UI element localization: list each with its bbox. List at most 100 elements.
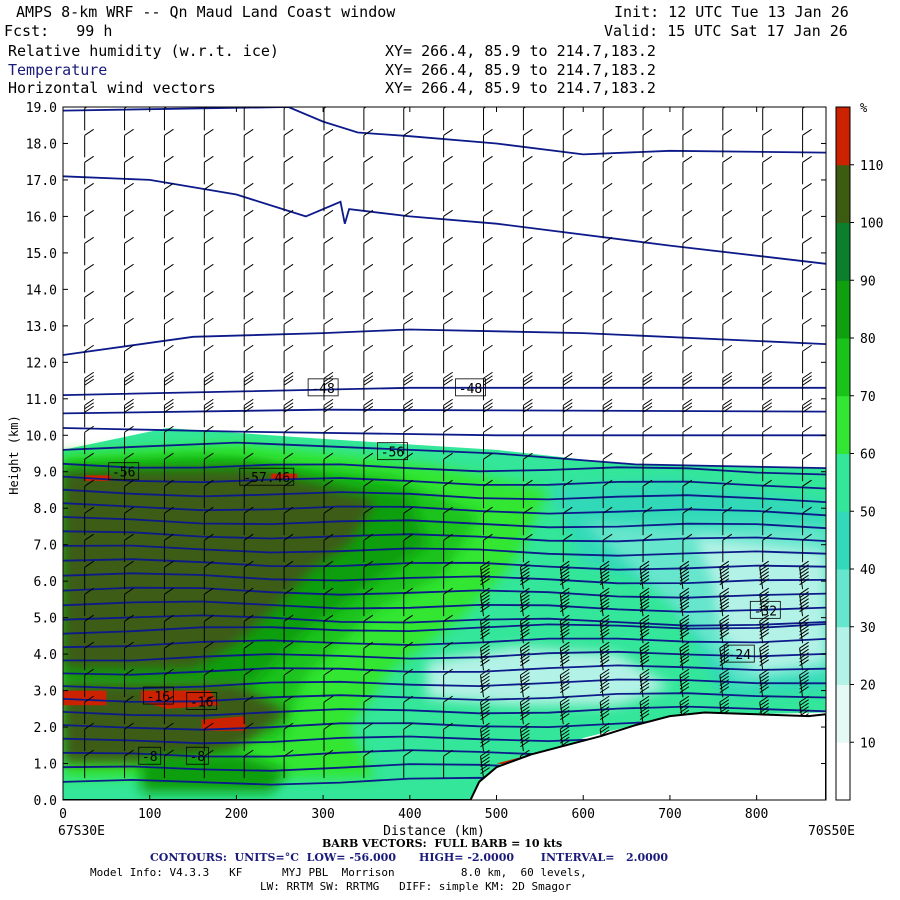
barb-flag [520, 749, 530, 757]
barb-flag [480, 652, 490, 660]
barb-flag [799, 632, 809, 640]
barb-flag [523, 182, 533, 190]
wind-barb [762, 182, 772, 212]
wind-barb [599, 614, 610, 644]
barb-flag [679, 574, 690, 582]
wind-barb [363, 587, 374, 617]
barb-flag [164, 479, 174, 487]
barb-flag [323, 236, 334, 244]
barb-flag [443, 641, 453, 649]
wind-barb [480, 695, 490, 725]
barb-flag [602, 452, 613, 460]
wind-barb [562, 209, 573, 239]
colorbar-swatch [836, 222, 850, 281]
barb-flag [759, 641, 769, 649]
barb-flag [599, 601, 610, 609]
barb-flag [363, 668, 374, 676]
barb-flag [563, 378, 573, 386]
contour-label-box [749, 600, 781, 619]
wind-barb [443, 695, 453, 725]
barb-flag [243, 614, 254, 622]
barb-flag [124, 236, 134, 244]
field-rh-label: Relative humidity (w.r.t. ice) [8, 42, 279, 60]
barb-flag [639, 614, 650, 622]
barb-flag [799, 652, 809, 660]
contour-label: -16 [186, 692, 218, 711]
wind-barb [519, 560, 530, 590]
barb-flag [480, 574, 490, 582]
wind-barb [682, 452, 693, 482]
terrain [63, 711, 826, 800]
wind-barb [599, 695, 610, 725]
wind-barb [443, 182, 453, 212]
barb-flag [799, 675, 809, 683]
wind-barb [483, 344, 493, 374]
barb-flag [599, 574, 610, 582]
barb-flag [802, 371, 812, 379]
barb-flag [679, 675, 690, 683]
barb-flag [639, 632, 650, 640]
barb-flag [403, 128, 414, 136]
barb-flag [802, 425, 812, 433]
wind-barb [443, 344, 453, 374]
wind-barb [363, 128, 374, 158]
barb-flag [563, 155, 573, 163]
wind-barb [483, 479, 493, 509]
contour-label: -48 [307, 378, 339, 397]
barb-flag [722, 182, 733, 190]
barb-flag [602, 371, 613, 379]
wind-barb [522, 398, 533, 428]
barb-flag [679, 618, 690, 626]
wind-barb [522, 452, 533, 482]
wind-barb [243, 533, 254, 563]
barb-flag [164, 452, 174, 460]
barb-flag [599, 591, 610, 599]
barb-flag [599, 618, 610, 626]
wind-barb [722, 290, 733, 320]
contour-label-text: -57.46 [243, 471, 290, 486]
barb-flag [722, 405, 733, 413]
colorbar-swatch [836, 684, 850, 743]
barb-flag [323, 398, 334, 406]
wind-barb [562, 452, 573, 482]
barb-flag [799, 645, 809, 653]
barb-flag [722, 479, 733, 487]
wind-barb [682, 425, 693, 455]
wind-barb [323, 506, 334, 536]
barb-flag [483, 182, 493, 190]
isotherm [63, 586, 826, 599]
wind-barb [562, 290, 573, 320]
barb-flag [363, 375, 374, 383]
barb-flag [520, 564, 530, 572]
wind-barb [602, 452, 613, 482]
barb-flag [719, 591, 730, 599]
barb-flag [363, 722, 374, 730]
wind-barb [323, 560, 334, 590]
barb-flag [520, 587, 530, 595]
wind-barb [283, 560, 294, 590]
barb-flag [599, 645, 610, 653]
wind-barb [403, 506, 414, 536]
contour-label-box [377, 442, 408, 461]
wind-barb [480, 560, 490, 590]
y-tick-label: 10.0 [26, 429, 57, 444]
wind-barb [519, 614, 530, 644]
colorbar: 10 20 30 40 50 60 70 80 90 100 110 [835, 106, 883, 801]
wind-barb [323, 290, 334, 320]
barb-flag [520, 713, 530, 721]
colorbar-swatch [836, 164, 850, 223]
isotherm [63, 328, 826, 356]
valid-time: Valid: 15 UTC Sat 17 Jan 26 [604, 22, 848, 40]
barb-flag [719, 560, 730, 568]
barb-flag [84, 182, 94, 190]
wind-barb [562, 371, 573, 401]
barb-flag [682, 182, 693, 190]
barb-flag [799, 702, 809, 710]
barb-flag [799, 679, 809, 687]
wind-barb [243, 695, 254, 725]
barb-flag [679, 702, 690, 710]
barb-flag [323, 587, 334, 595]
barb-flag [403, 402, 414, 410]
barb-flag [602, 479, 613, 487]
barb-flag [639, 628, 650, 636]
